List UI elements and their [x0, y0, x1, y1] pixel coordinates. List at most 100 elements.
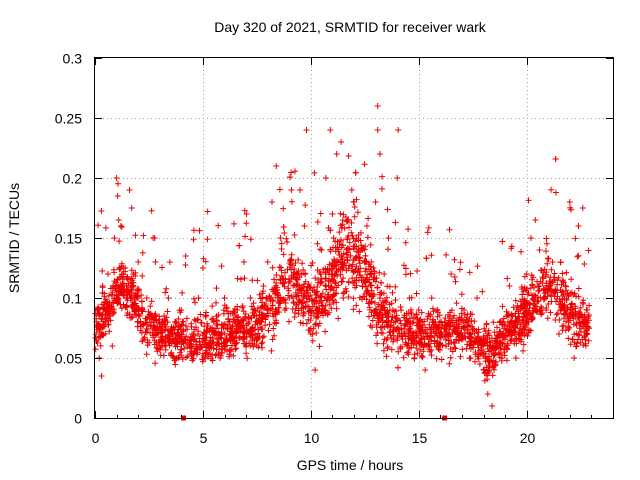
- data-point: [106, 299, 113, 306]
- data-point: [282, 300, 289, 306]
- data-point: [232, 330, 238, 337]
- data-point: [178, 331, 185, 338]
- data-point: [135, 286, 142, 293]
- data-point: [572, 235, 579, 242]
- x-tick-label: 15: [412, 430, 428, 446]
- data-point: [351, 243, 358, 250]
- data-point: [568, 206, 575, 213]
- data-point: [140, 232, 147, 239]
- data-point: [367, 322, 374, 329]
- data-point: [288, 293, 295, 300]
- data-point: [341, 225, 348, 232]
- data-point: [416, 325, 423, 332]
- data-point: [524, 301, 531, 308]
- data-point: [338, 244, 345, 251]
- data-point: [340, 290, 347, 297]
- data-point: [272, 310, 279, 317]
- data-point: [364, 234, 371, 241]
- data-point: [266, 321, 273, 328]
- data-point: [466, 334, 473, 341]
- data-point: [351, 204, 358, 210]
- data-point: [280, 205, 287, 212]
- data-point: [284, 239, 291, 246]
- data-point: [295, 310, 302, 317]
- data-point: [516, 329, 522, 336]
- data-point: [200, 255, 207, 262]
- data-point: [270, 288, 277, 295]
- data-point: [116, 238, 123, 245]
- data-point: [130, 301, 137, 308]
- data-point: [509, 320, 516, 327]
- data-point: [228, 342, 235, 349]
- data-point: [247, 342, 254, 349]
- data-point: [424, 229, 431, 236]
- data-point: [112, 287, 119, 294]
- data-point: [280, 280, 287, 287]
- data-point: [248, 314, 255, 321]
- data-point: [271, 319, 278, 326]
- data-point: [152, 259, 159, 265]
- data-point: [500, 315, 507, 322]
- data-point: [178, 352, 185, 359]
- data-point: [451, 340, 458, 347]
- data-point: [539, 280, 546, 287]
- data-point: [363, 265, 369, 272]
- data-point: [474, 295, 480, 301]
- data-point: [467, 322, 474, 329]
- data-point: [363, 296, 370, 303]
- data-point: [280, 224, 287, 230]
- data-point: [372, 199, 379, 205]
- data-point: [309, 331, 316, 338]
- data-point: [453, 300, 460, 307]
- data-point: [552, 189, 559, 196]
- data-point: [204, 236, 211, 243]
- data-point: [445, 340, 452, 347]
- data-point: [209, 303, 216, 310]
- data-point: [297, 319, 304, 326]
- data-point: [256, 333, 263, 340]
- data-point: [402, 339, 409, 346]
- data-point: [273, 279, 280, 286]
- data-point: [122, 264, 129, 271]
- data-point: [335, 315, 342, 322]
- data-point: [541, 266, 548, 273]
- data-point: [542, 287, 548, 294]
- data-point: [484, 345, 491, 352]
- data-point: [174, 329, 181, 336]
- data-point: [585, 247, 592, 254]
- data-point: [361, 161, 368, 168]
- data-point: [379, 314, 386, 321]
- data-point: [478, 341, 485, 348]
- data-point: [191, 326, 198, 333]
- data-point: [137, 320, 144, 327]
- data-point: [117, 223, 124, 229]
- x-tick-label: 20: [520, 430, 536, 446]
- data-point: [146, 315, 153, 322]
- data-point: [309, 303, 316, 310]
- data-point: [114, 193, 121, 199]
- data-point: [461, 330, 468, 337]
- data-point: [158, 342, 165, 349]
- data-point: [287, 174, 293, 181]
- data-point: [428, 333, 435, 340]
- data-point: [134, 319, 141, 325]
- data-point: [358, 229, 364, 236]
- data-point: [493, 341, 500, 348]
- data-point: [109, 343, 116, 349]
- data-point: [229, 334, 236, 341]
- data-point: [306, 327, 313, 334]
- data-point: [356, 308, 363, 315]
- data-point: [290, 274, 297, 281]
- data-point: [95, 310, 102, 317]
- data-point: [284, 266, 291, 273]
- data-point: [445, 311, 452, 318]
- data-point: [208, 355, 215, 362]
- data-point: [237, 276, 244, 283]
- data-point: [410, 329, 417, 336]
- data-point: [215, 312, 222, 318]
- data-point: [506, 283, 513, 289]
- data-point: [313, 330, 320, 336]
- data-point: [535, 287, 542, 294]
- data-point: [585, 337, 592, 344]
- data-point: [434, 325, 441, 332]
